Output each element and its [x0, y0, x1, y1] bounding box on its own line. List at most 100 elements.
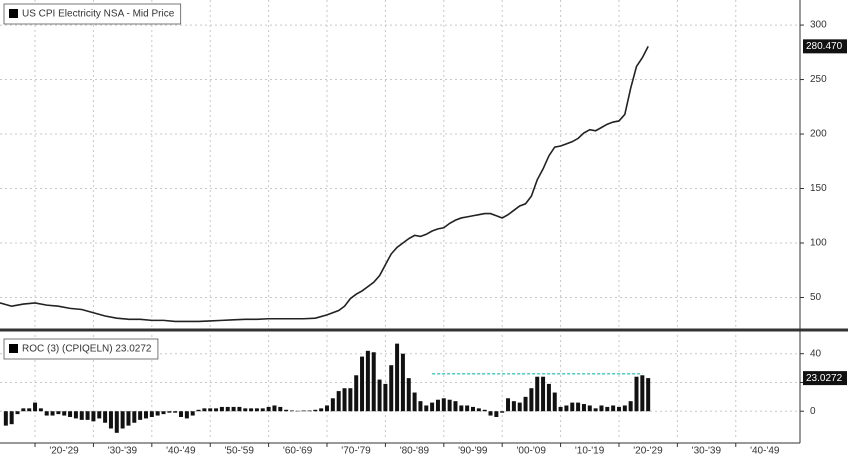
y-tick-label: 40 — [810, 348, 822, 359]
legend-label: ROC (3) (CPIQELN) 23.0272 — [22, 344, 152, 355]
bar — [208, 408, 213, 412]
bar — [231, 406, 236, 412]
bar — [482, 409, 487, 412]
bar — [237, 406, 242, 412]
bar — [605, 406, 610, 412]
bar — [395, 343, 400, 412]
bar — [541, 376, 546, 412]
bar — [313, 409, 318, 412]
bar — [599, 405, 604, 412]
bar — [50, 411, 55, 416]
bar — [301, 410, 306, 412]
bar — [225, 406, 230, 412]
bar — [354, 375, 359, 412]
bar — [202, 408, 207, 412]
bar — [453, 401, 458, 412]
bar — [430, 402, 435, 412]
bar — [44, 411, 49, 416]
bar — [488, 411, 493, 416]
last-value-tag — [803, 39, 847, 54]
bar — [108, 411, 113, 429]
bar — [325, 405, 330, 412]
bar — [143, 411, 148, 419]
bar — [272, 405, 277, 412]
x-tick-label: '30-'39 — [692, 446, 722, 457]
y-tick-label: 250 — [810, 74, 827, 85]
bar — [132, 411, 137, 423]
bar — [634, 376, 639, 412]
bar — [552, 392, 557, 412]
bar — [406, 378, 411, 412]
bar — [622, 405, 627, 412]
last-value-tag — [803, 371, 847, 386]
y-tick-label: 200 — [810, 129, 827, 140]
x-tick-label: '40-'49 — [166, 446, 196, 457]
bar — [558, 406, 563, 412]
bar — [523, 396, 528, 412]
bar — [447, 399, 452, 412]
bar — [179, 411, 184, 417]
bar — [377, 379, 382, 412]
x-tick-label: '80-'89 — [400, 446, 430, 457]
bar — [535, 376, 540, 412]
legend-swatch — [9, 344, 18, 353]
bar — [371, 352, 376, 412]
bar — [295, 410, 300, 412]
line — [0, 45, 649, 323]
bar — [289, 410, 294, 412]
bar — [476, 408, 481, 412]
bar — [254, 408, 259, 412]
x-tick-label: '30-'39 — [108, 446, 138, 457]
x-tick-label: '50-'59 — [225, 446, 255, 457]
bar — [62, 411, 67, 416]
bar — [570, 402, 575, 412]
bar — [389, 365, 394, 412]
bar — [576, 402, 581, 412]
last-value-label: 23.0272 — [806, 373, 843, 384]
bar — [278, 406, 283, 412]
bar — [342, 388, 347, 412]
bar — [616, 406, 621, 412]
bar — [348, 388, 353, 412]
x-tick-label: '00-'09 — [516, 446, 546, 457]
x-tick-label: '60-'69 — [283, 446, 313, 457]
bar — [249, 408, 254, 412]
bar — [628, 401, 633, 412]
bar — [9, 411, 14, 425]
bar — [161, 411, 166, 415]
y-tick-label: 100 — [810, 238, 827, 249]
bar — [91, 411, 96, 422]
bar — [219, 406, 224, 412]
bar — [441, 398, 446, 412]
bar — [184, 411, 189, 419]
bar — [149, 411, 154, 417]
bar — [383, 383, 388, 412]
bar — [611, 405, 616, 412]
y-tick-label: 0 — [810, 406, 816, 417]
bar — [564, 405, 569, 412]
bar — [27, 408, 32, 412]
bar — [435, 399, 440, 412]
bar — [646, 378, 651, 412]
bar — [546, 383, 551, 412]
x-tick-label: '70-'79 — [341, 446, 371, 457]
bar — [517, 402, 522, 412]
bar — [243, 408, 248, 412]
x-tick-label: '40-'49 — [750, 446, 780, 457]
bar — [511, 401, 516, 412]
legend-box — [3, 338, 159, 360]
bar — [424, 405, 429, 412]
bar — [126, 411, 131, 426]
bar — [214, 408, 219, 412]
bar — [120, 411, 125, 429]
y-tick-label: 300 — [810, 20, 827, 31]
bar — [3, 411, 8, 426]
bar — [400, 353, 405, 412]
bar — [465, 405, 470, 412]
bar — [459, 405, 464, 412]
bar — [21, 408, 26, 412]
x-tick-label: '20-'29 — [49, 446, 79, 457]
x-tick-label: '20-'29 — [633, 446, 663, 457]
